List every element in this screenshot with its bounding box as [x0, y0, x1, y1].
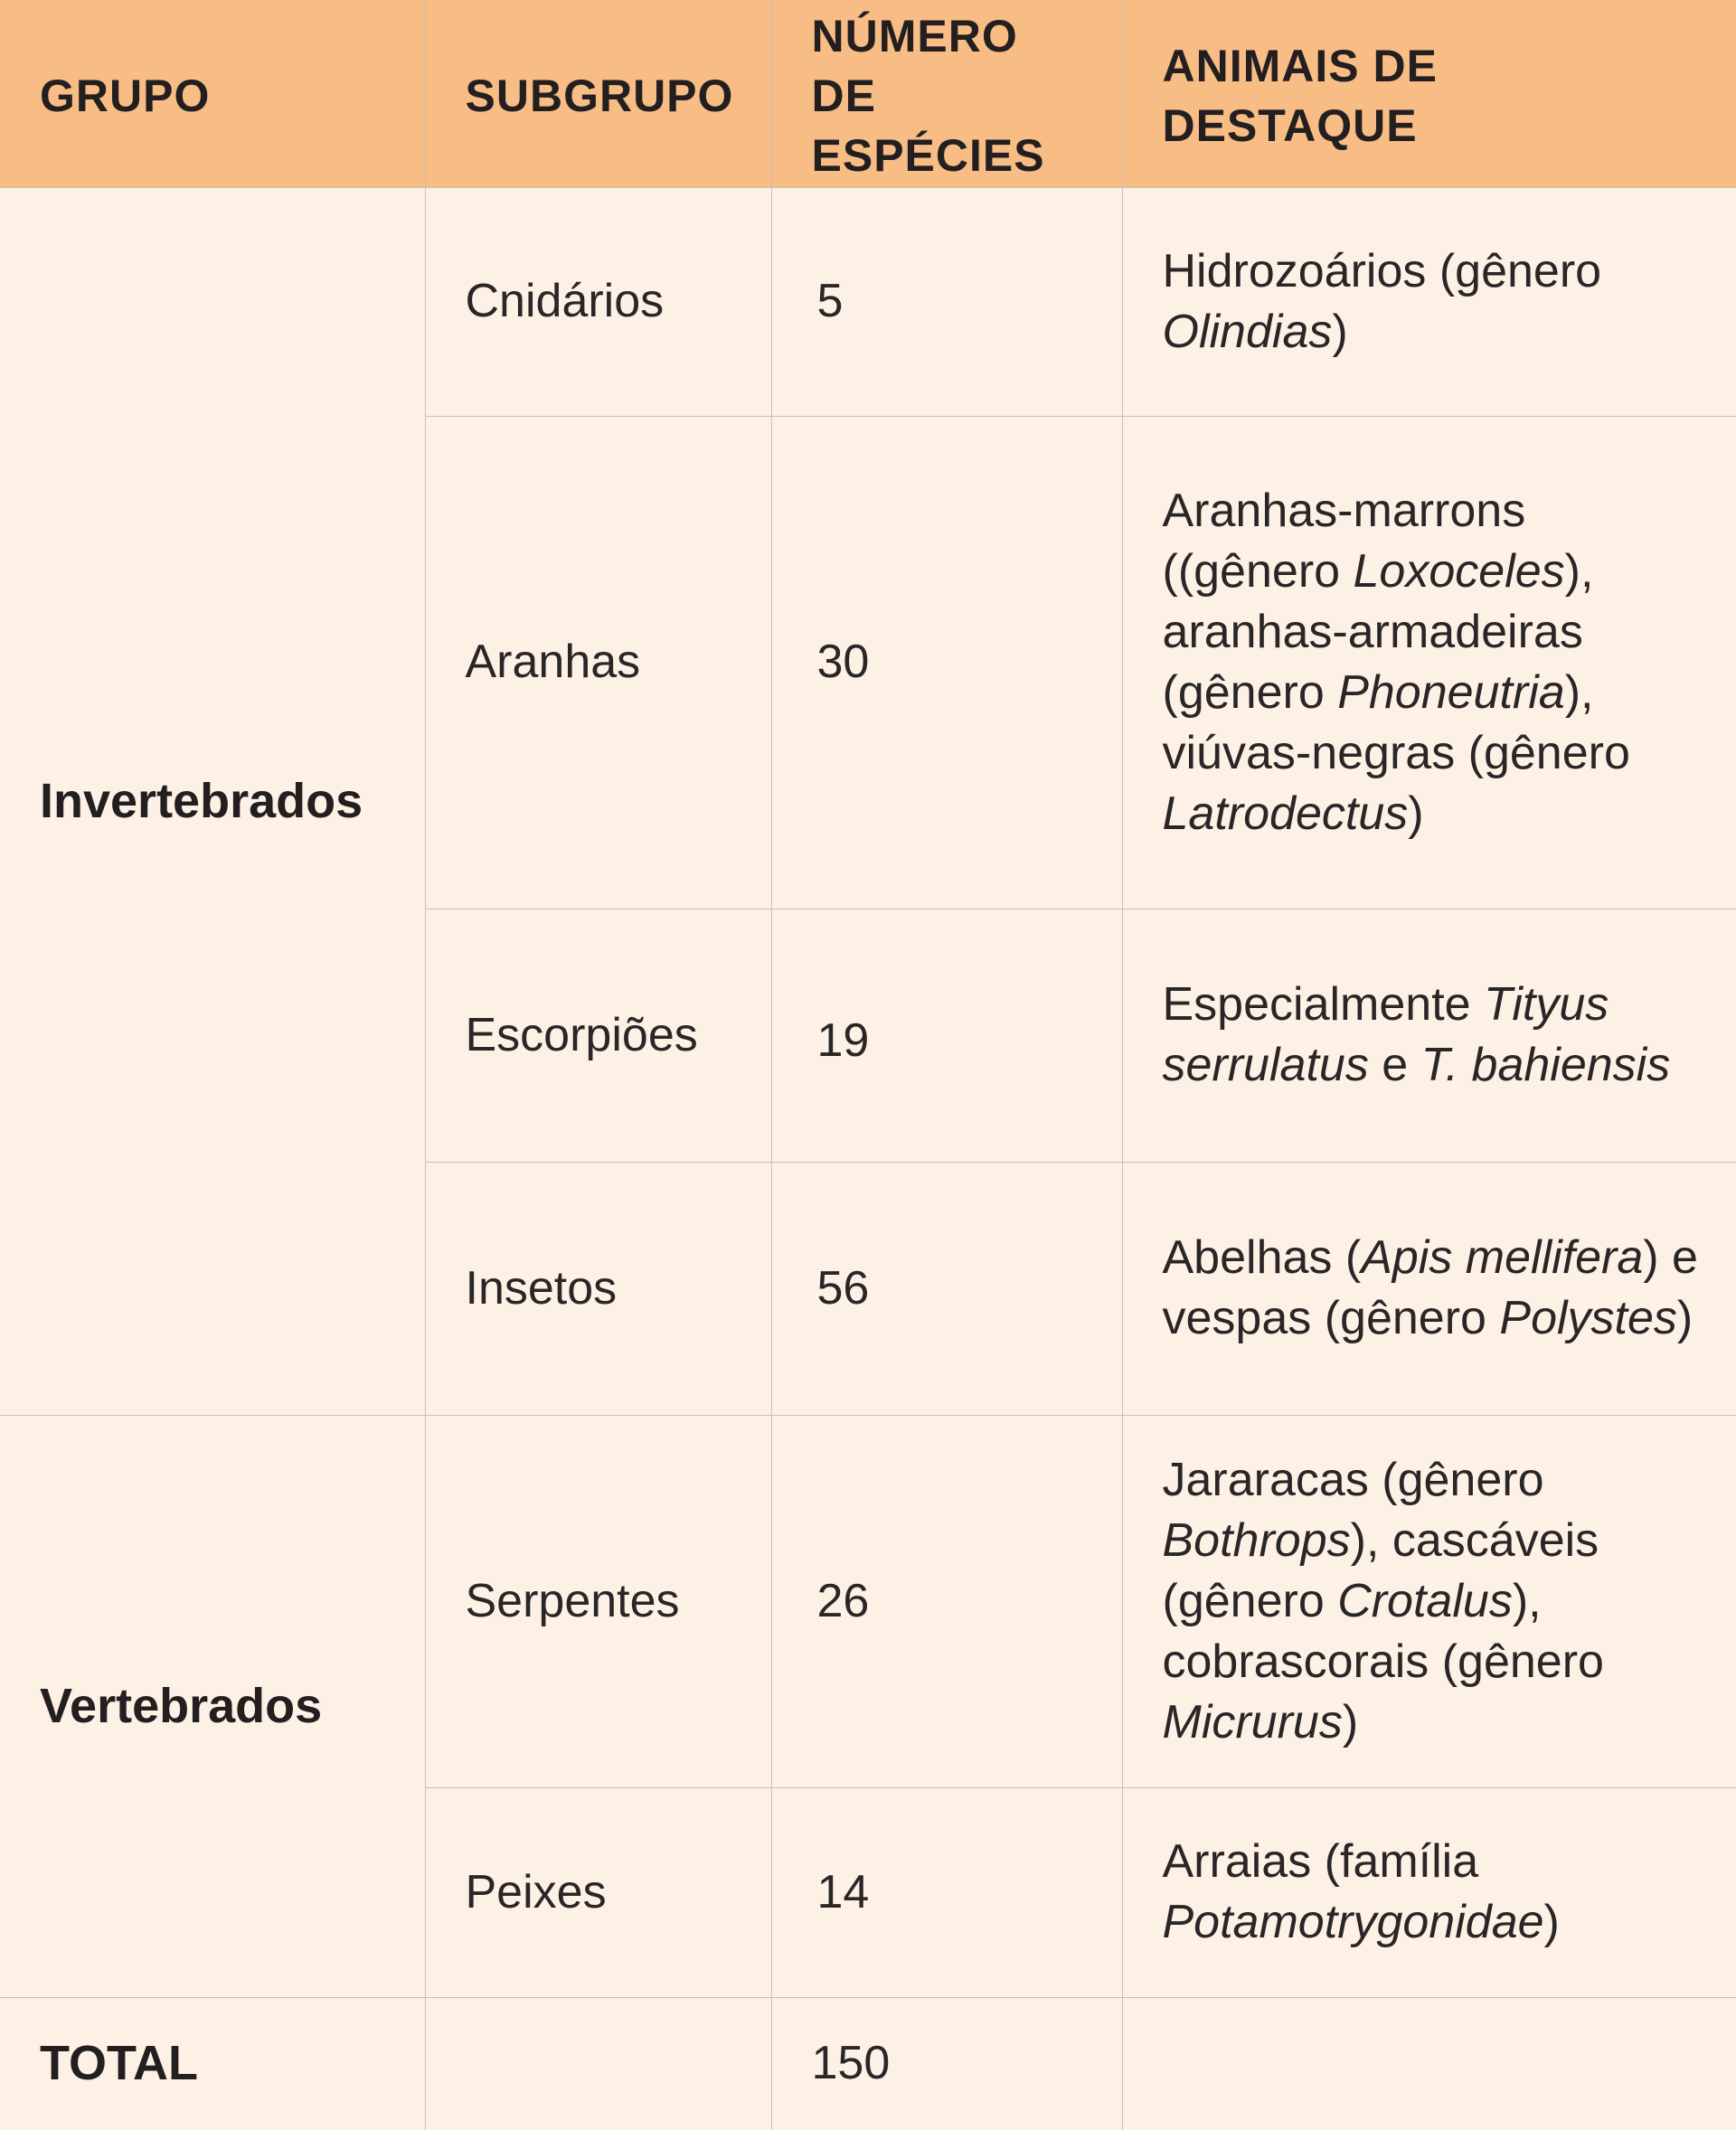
genus-name: Tityus serrulatus	[1162, 978, 1609, 1091]
genus-name: Micrurus	[1162, 1695, 1343, 1748]
genus-name: Bothrops	[1162, 1513, 1351, 1567]
total-label: TOTAL	[0, 1996, 426, 2130]
genus-name: T. bahiensis	[1420, 1039, 1671, 1091]
genus-name: Latrodectus	[1162, 787, 1409, 840]
subgrupo-cell: Serpentes	[424, 1414, 772, 1788]
subgrupo-cell: Insetos	[425, 1161, 772, 1416]
subgrupo-cell: Peixes	[425, 1786, 772, 1998]
description-text: Abelhas (	[1162, 1231, 1362, 1284]
header-subgrupo: SUBGRUPO	[424, 0, 772, 188]
genus-name: Loxoceles	[1353, 544, 1565, 598]
description-text: Hidrozoários (gênero	[1162, 244, 1602, 297]
group-invertebrados: Invertebrados	[0, 186, 426, 1416]
header-grupo: GRUPO	[0, 0, 426, 188]
numero-cell: 19	[770, 908, 1123, 1163]
header-row: GRUPO SUBGRUPO NÚMERO DE ESPÉCIES ANIMAI…	[0, 0, 1736, 188]
total-row: TOTAL 150	[0, 1996, 1736, 2130]
animais-cell: Especialmente Tityus serrulatus e T. bah…	[1121, 908, 1736, 1163]
table-row: Insetos 56 Abelhas (Apis mellifera) e ve…	[0, 1161, 1736, 1416]
animais-cell: Arraias (família Potamotrygonidae)	[1121, 1786, 1736, 1998]
group-vertebrados: Vertebrados	[0, 1414, 426, 1998]
description-text: ) e vespas (gênero	[1162, 1231, 1698, 1344]
description-text: Arraias (família	[1162, 1835, 1479, 1888]
numero-cell: 14	[770, 1786, 1123, 1998]
genus-name: Crotalus	[1337, 1574, 1513, 1627]
table-row: Escorpiões 19 Especialmente Tityus serru…	[0, 908, 1736, 1163]
total-subgrupo-empty	[424, 1996, 772, 2130]
animais-cell: Hidrozoários (gênero Olindias)	[1121, 186, 1736, 417]
genus-name: Apis mellifera	[1361, 1231, 1644, 1284]
total-numero: 150	[770, 1996, 1123, 2130]
description-text: Especialmente	[1162, 978, 1485, 1031]
description-text: )	[1408, 787, 1424, 840]
total-animais-empty	[1121, 1996, 1736, 2130]
numero-cell: 30	[770, 415, 1123, 909]
numero-cell: 56	[770, 1161, 1123, 1416]
subgrupo-cell: Cnidários	[424, 186, 772, 417]
description-text: ), viúvas-negras (gênero	[1162, 665, 1630, 779]
description-text: )	[1342, 1695, 1359, 1748]
table-row: Aranhas 30 Aranhas-marrons ((gênero Loxo…	[0, 415, 1736, 909]
genus-name: Polystes	[1499, 1292, 1677, 1344]
subgrupo-cell: Aranhas	[425, 415, 772, 909]
description-text: ), aranhas-armadeiras (gênero	[1162, 544, 1594, 719]
genus-name: Olindias	[1162, 305, 1333, 358]
description-text: e	[1368, 1039, 1421, 1091]
header-animais: ANIMAIS DE DESTAQUE	[1121, 0, 1736, 188]
animais-cell: Abelhas (Apis mellifera) e vespas (gêner…	[1121, 1161, 1736, 1416]
description-text: )	[1332, 305, 1348, 358]
description-text: ), cobrascorais (gênero	[1162, 1574, 1604, 1688]
animais-cell: Jararacas (gênero Bothrops), cascáveis (…	[1121, 1414, 1736, 1788]
description-text: )	[1676, 1292, 1694, 1344]
table-row: Peixes 14 Arraias (família Potamotrygoni…	[0, 1786, 1736, 1998]
numero-cell: 26	[770, 1414, 1123, 1788]
table-row: Vertebrados Serpentes 26 Jararacas (gêne…	[0, 1414, 1736, 1998]
header-numero: NÚMERO DE ESPÉCIES	[770, 0, 1123, 188]
genus-name: Potamotrygonidae	[1162, 1896, 1544, 1948]
subgrupo-cell: Escorpiões	[425, 908, 772, 1163]
description-text: Aranhas-marrons ((gênero	[1162, 484, 1526, 598]
animais-cell: Aranhas-marrons ((gênero Loxoceles), ara…	[1121, 415, 1736, 909]
genus-name: Phoneutria	[1337, 665, 1565, 719]
table-row: Invertebrados Cnidários 5 Hidrozoários (…	[0, 186, 1736, 1416]
numero-cell: 5	[770, 186, 1123, 417]
description-text: )	[1543, 1896, 1560, 1948]
description-text: Jararacas (gênero	[1162, 1453, 1544, 1506]
description-text: ), cascáveis (gênero	[1162, 1513, 1599, 1627]
